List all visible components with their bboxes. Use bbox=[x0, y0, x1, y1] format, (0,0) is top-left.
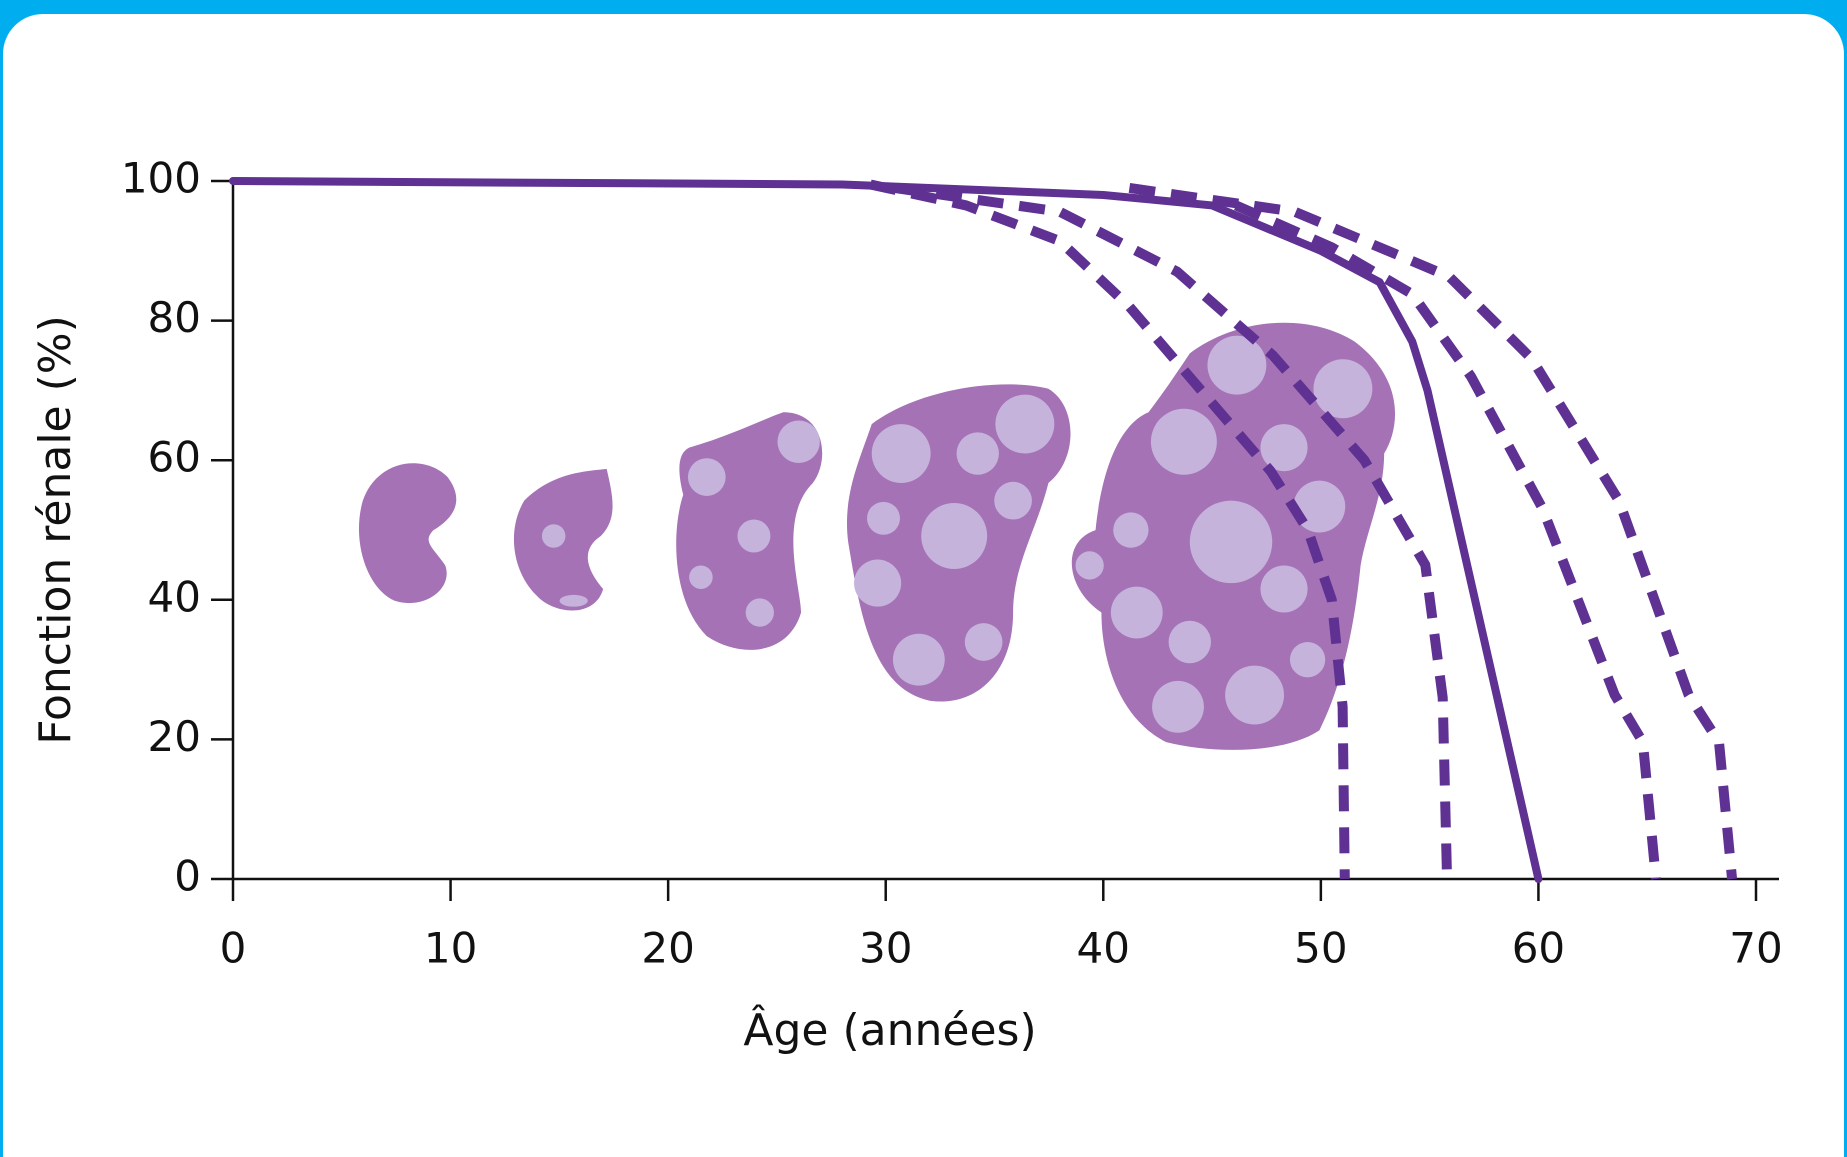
x-tick-label: 50 bbox=[1294, 924, 1347, 973]
chart: Âge (années) Fonction rénale (%) 0 20 40 60… bbox=[0, 0, 1847, 1157]
x-tick-label: 30 bbox=[859, 924, 912, 973]
x-axis-title: Âge (années) bbox=[743, 1003, 1036, 1056]
x-tick-label: 70 bbox=[1729, 924, 1782, 973]
y-tick-label: 20 bbox=[148, 712, 201, 761]
x-tick-label: 20 bbox=[641, 924, 694, 973]
y-tick-label: 60 bbox=[148, 433, 201, 482]
x-tick-label: 10 bbox=[424, 924, 477, 973]
x-tick-label: 0 bbox=[220, 924, 247, 973]
y-tick-label: 80 bbox=[148, 293, 201, 342]
y-tick-label: 100 bbox=[121, 154, 201, 203]
y-tick-label: 0 bbox=[174, 852, 201, 901]
x-tick-label: 60 bbox=[1512, 924, 1565, 973]
y-axis-title: Fonction rénale (%) bbox=[30, 315, 81, 744]
x-tick-label: 40 bbox=[1077, 924, 1130, 973]
y-tick-label: 40 bbox=[148, 572, 201, 621]
